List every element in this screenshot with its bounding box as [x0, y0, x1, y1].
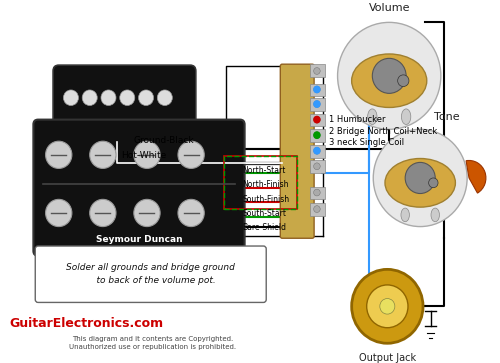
Circle shape: [46, 199, 72, 227]
FancyBboxPatch shape: [34, 120, 244, 256]
Circle shape: [314, 68, 320, 74]
Text: North-Start: North-Start: [242, 166, 286, 175]
Wedge shape: [466, 160, 486, 193]
Bar: [310, 203, 326, 216]
Circle shape: [352, 269, 423, 343]
Circle shape: [314, 163, 320, 170]
Circle shape: [138, 90, 154, 106]
Circle shape: [120, 90, 135, 106]
Circle shape: [314, 147, 320, 154]
Circle shape: [380, 298, 395, 314]
Text: Solder all grounds and bridge ground
    to back of the volume pot.: Solder all grounds and bridge ground to …: [66, 264, 235, 285]
Bar: [310, 64, 326, 77]
Circle shape: [338, 23, 441, 129]
Circle shape: [314, 116, 320, 123]
Circle shape: [398, 75, 409, 86]
Text: South-Finish: South-Finish: [242, 195, 290, 204]
Circle shape: [90, 141, 116, 168]
Circle shape: [313, 116, 320, 123]
Text: Bare-Shield: Bare-Shield: [242, 223, 286, 232]
Circle shape: [372, 58, 406, 93]
Text: Tone: Tone: [434, 111, 460, 122]
Circle shape: [405, 162, 435, 193]
Circle shape: [101, 90, 116, 106]
Text: 3 neck Single Coil: 3 neck Single Coil: [329, 138, 404, 147]
Ellipse shape: [352, 54, 427, 107]
Circle shape: [313, 100, 320, 108]
Ellipse shape: [401, 208, 409, 222]
Ellipse shape: [368, 109, 377, 125]
Ellipse shape: [385, 159, 456, 207]
Circle shape: [314, 206, 320, 212]
Bar: [310, 129, 326, 142]
FancyBboxPatch shape: [280, 64, 314, 238]
Bar: [224, 156, 297, 209]
Circle shape: [134, 141, 160, 168]
Circle shape: [158, 90, 172, 106]
Circle shape: [90, 199, 116, 227]
Circle shape: [178, 141, 204, 168]
Text: 1 Humbucker: 1 Humbucker: [329, 115, 386, 124]
Circle shape: [428, 178, 438, 188]
Bar: [310, 98, 326, 111]
Circle shape: [178, 199, 204, 227]
Text: South-Start: South-Start: [242, 209, 286, 219]
Circle shape: [46, 141, 72, 168]
Circle shape: [314, 101, 320, 107]
Circle shape: [314, 189, 320, 196]
Ellipse shape: [431, 208, 440, 222]
FancyBboxPatch shape: [36, 246, 266, 302]
Circle shape: [313, 147, 320, 155]
Text: 2 Bridge North Coil+Neck: 2 Bridge North Coil+Neck: [329, 127, 438, 136]
Circle shape: [314, 132, 320, 139]
Bar: [310, 187, 326, 199]
FancyBboxPatch shape: [53, 65, 196, 130]
Bar: [310, 114, 326, 126]
Text: Volume: Volume: [368, 3, 410, 13]
Circle shape: [64, 90, 78, 106]
Text: Seymour Duncan: Seymour Duncan: [96, 235, 182, 244]
Circle shape: [374, 129, 467, 227]
Text: Hot-White: Hot-White: [120, 151, 166, 160]
Ellipse shape: [402, 109, 411, 125]
FancyBboxPatch shape: [53, 120, 196, 145]
Text: Output Jack: Output Jack: [359, 353, 416, 363]
Text: North-Finish: North-Finish: [242, 180, 289, 189]
Circle shape: [313, 131, 320, 139]
Bar: [310, 145, 326, 158]
Circle shape: [134, 199, 160, 227]
Text: Ground-Black: Ground-Black: [134, 136, 194, 145]
Text: This diagram and it contents are Copyrighted.
Unauthorized use or republication : This diagram and it contents are Copyrig…: [69, 336, 236, 350]
Bar: [310, 160, 326, 173]
Bar: [310, 83, 326, 96]
Bar: [224, 156, 297, 209]
Circle shape: [313, 86, 320, 93]
Circle shape: [82, 90, 97, 106]
Text: GuitarElectronics.com: GuitarElectronics.com: [10, 317, 164, 330]
Circle shape: [314, 86, 320, 93]
Circle shape: [366, 285, 408, 328]
